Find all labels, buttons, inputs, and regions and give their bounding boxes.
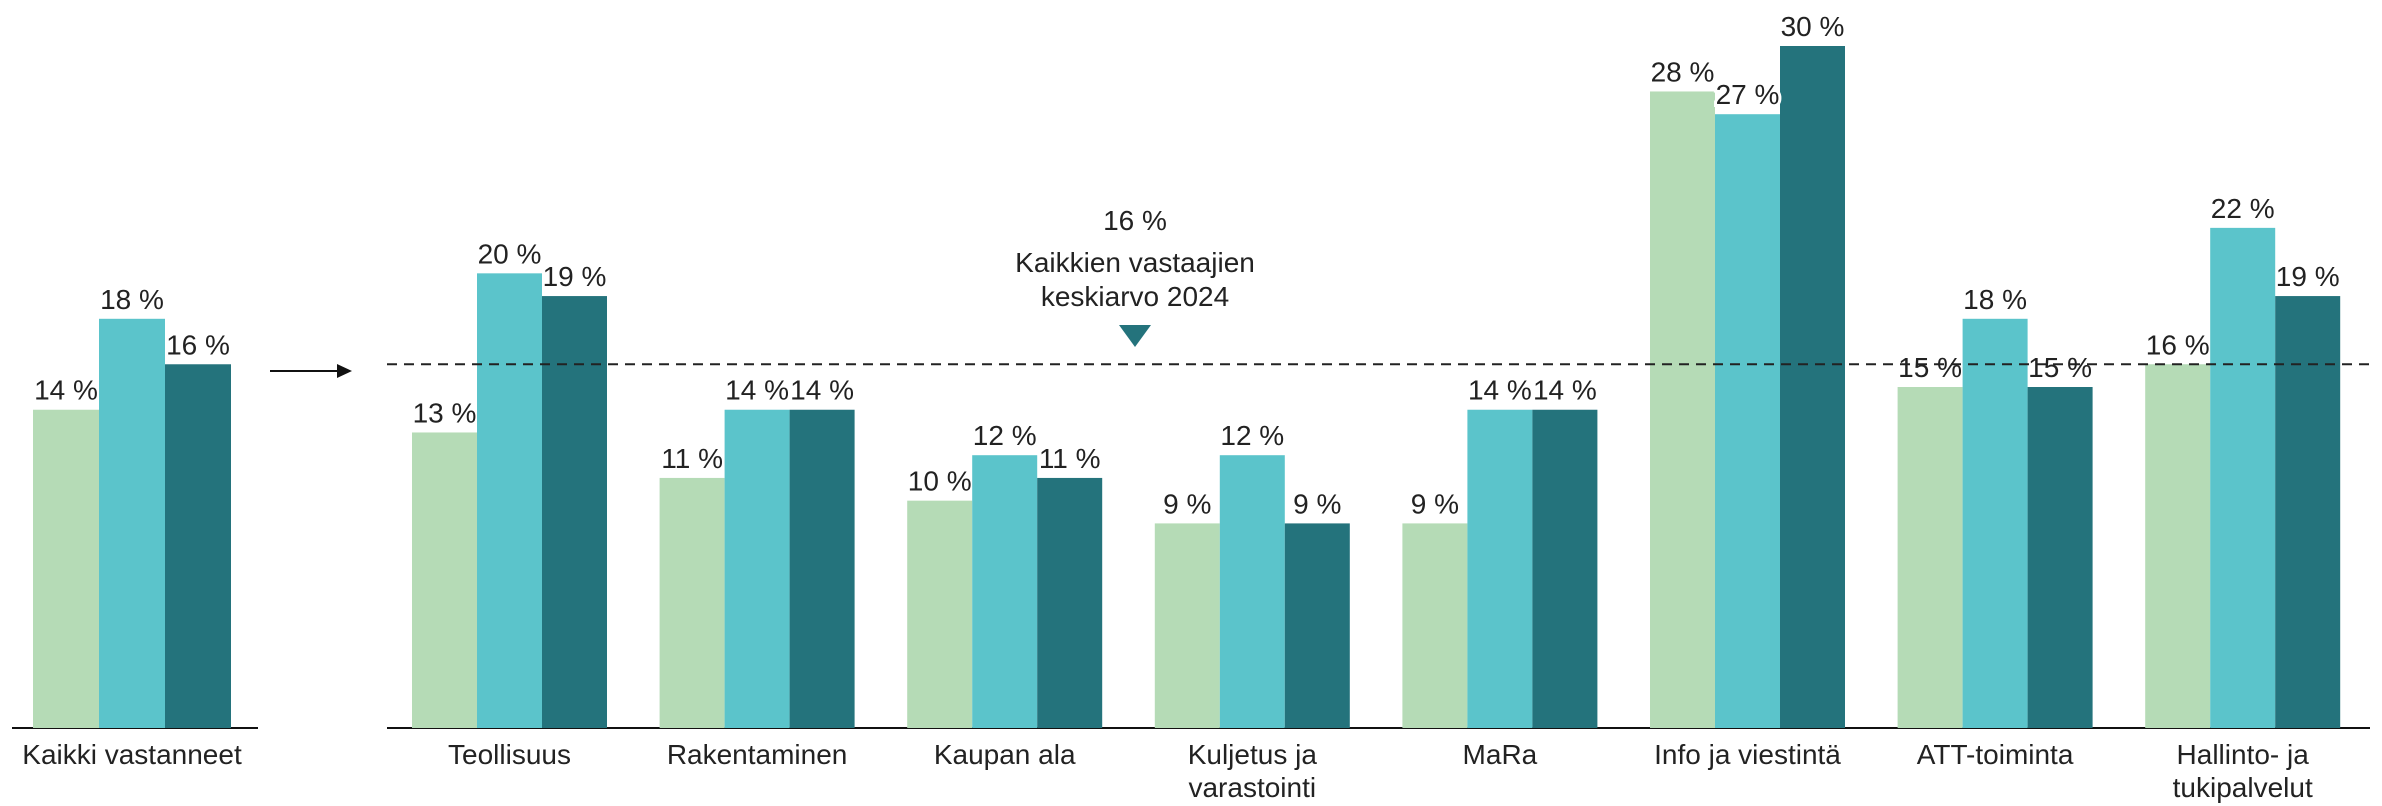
x-tick-label: ATT-toiminta	[1917, 739, 2074, 770]
x-tick-label: Info ja viestintä	[1654, 739, 1841, 770]
data-label: 12 %	[973, 420, 1037, 451]
bar	[2210, 227, 2276, 728]
x-tick-label: Kuljetus ja	[1188, 739, 1318, 770]
data-label: 11 %	[661, 443, 723, 474]
data-label: 15 %	[2028, 352, 2092, 383]
data-label: 16 %	[166, 329, 230, 360]
bar	[789, 409, 855, 728]
bar	[1962, 318, 2028, 728]
bar	[972, 455, 1038, 728]
bar	[33, 409, 99, 728]
bar	[477, 273, 542, 728]
bar	[2275, 296, 2341, 728]
average-text: Kaikkien vastaajien	[1015, 247, 1255, 278]
bar	[907, 500, 973, 728]
data-label: 15 %	[1898, 352, 1962, 383]
data-label: 14 %	[725, 375, 789, 406]
data-label: 22 %	[2211, 193, 2275, 224]
bar	[1037, 477, 1103, 728]
data-label: 18 %	[100, 284, 164, 315]
x-tick-label: Teollisuus	[448, 739, 571, 770]
x-tick-label: varastointi	[1188, 772, 1316, 803]
data-label: 9 %	[1163, 488, 1211, 519]
x-tick-label: MaRa	[1463, 739, 1538, 770]
average-marker	[1119, 325, 1151, 347]
bar	[99, 318, 165, 728]
data-label: 27 %	[1716, 79, 1780, 110]
x-tick-label: Kaupan ala	[934, 739, 1076, 770]
data-label: 14 %	[1468, 375, 1532, 406]
data-label: 14 %	[1533, 375, 1597, 406]
bar	[1650, 91, 1715, 728]
data-label: 11 %	[1039, 443, 1101, 474]
bar	[542, 296, 607, 728]
data-label: 18 %	[1963, 284, 2027, 315]
bar	[1715, 114, 1780, 728]
x-tick-label: Kaikki vastanneet	[22, 739, 242, 770]
bar	[1154, 523, 1220, 728]
data-label: 30 %	[1781, 11, 1845, 42]
bar	[412, 432, 477, 728]
bar	[659, 477, 725, 728]
average-text: keskiarvo 2024	[1041, 281, 1229, 312]
bar	[1532, 409, 1598, 728]
bar	[724, 409, 790, 728]
bar	[2145, 364, 2211, 728]
data-label: 19 %	[543, 261, 607, 292]
data-label: 20 %	[478, 238, 542, 269]
bar	[1284, 523, 1350, 728]
data-label: 14 %	[790, 375, 854, 406]
bar	[1467, 409, 1533, 728]
average-value: 16 %	[1103, 205, 1167, 236]
bar	[2027, 387, 2093, 728]
data-label: 12 %	[1220, 420, 1284, 451]
bar	[1897, 387, 1963, 728]
arrow-head	[337, 364, 352, 378]
data-label: 19 %	[2276, 261, 2340, 292]
x-tick-label: Hallinto- ja	[2177, 739, 2310, 770]
data-label: 28 %	[1651, 56, 1715, 87]
x-tick-label: tukipalvelut	[2173, 772, 2313, 803]
bar	[1780, 46, 1845, 728]
data-label: 9 %	[1411, 488, 1459, 519]
bar	[1219, 455, 1285, 728]
bar	[1402, 523, 1468, 728]
data-label: 14 %	[34, 375, 98, 406]
data-label: 13 %	[413, 397, 477, 428]
x-tick-label: Rakentaminen	[667, 739, 848, 770]
data-label: 9 %	[1293, 488, 1341, 519]
data-label: 10 %	[908, 466, 972, 497]
bar	[165, 364, 231, 728]
data-label: 16 %	[2146, 329, 2210, 360]
